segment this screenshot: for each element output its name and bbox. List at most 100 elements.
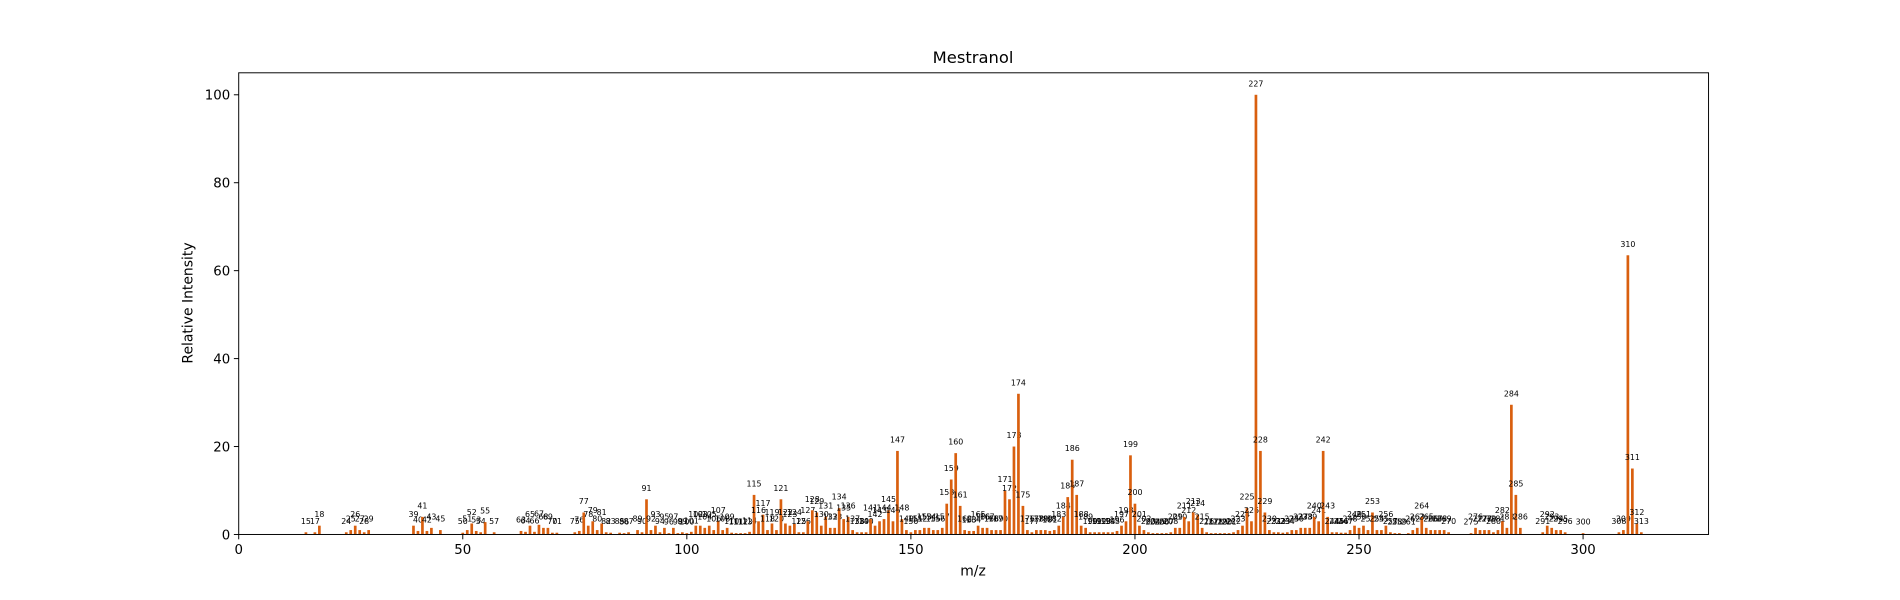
peak-bar bbox=[940, 527, 944, 535]
peak-label: 86 bbox=[619, 518, 629, 527]
peak-bar bbox=[492, 532, 496, 535]
peak-label: 210 bbox=[1172, 512, 1187, 521]
peak-label: 168 bbox=[984, 515, 999, 524]
peak-bar bbox=[1281, 532, 1285, 535]
peak-bar bbox=[1214, 533, 1217, 535]
peak-bar bbox=[1375, 530, 1379, 535]
peak-bar bbox=[1411, 530, 1415, 535]
peak-bar bbox=[1115, 530, 1119, 535]
peak-label: 252 bbox=[1360, 515, 1375, 524]
peak-label: 204 bbox=[1145, 518, 1160, 527]
peak-bar bbox=[905, 530, 908, 535]
peak-bar bbox=[775, 530, 778, 535]
peak-bar bbox=[465, 530, 469, 535]
peak-bar bbox=[1563, 532, 1567, 535]
peak-bar bbox=[1268, 530, 1271, 535]
peak-label: 223 bbox=[1231, 515, 1246, 524]
peak-label: 93 bbox=[650, 510, 660, 519]
peak-bar bbox=[842, 519, 846, 535]
peak-label: 266 bbox=[1423, 515, 1438, 524]
peak-label: 280 bbox=[1486, 517, 1501, 526]
peak-label: 151 bbox=[908, 515, 923, 524]
peak-label: 117 bbox=[756, 499, 771, 508]
peak-bar bbox=[1326, 516, 1329, 535]
peak-bar bbox=[1635, 523, 1639, 535]
peak-bar bbox=[1505, 527, 1509, 535]
peak-label: 235 bbox=[1284, 515, 1299, 524]
peak-label: 245 bbox=[1329, 517, 1344, 526]
peak-bar bbox=[1245, 508, 1249, 535]
peak-bar bbox=[640, 532, 644, 535]
peak-label: 231 bbox=[1266, 517, 1281, 526]
peak-label: 139 bbox=[854, 517, 869, 526]
peak-bar bbox=[313, 532, 317, 535]
peak-bar bbox=[954, 453, 958, 535]
peak-label: 156 bbox=[930, 515, 945, 524]
peak-label: 238 bbox=[1298, 512, 1313, 521]
peak-label: 141 bbox=[863, 504, 878, 513]
peak-label: 179 bbox=[1033, 515, 1048, 524]
peak-label: 269 bbox=[1437, 515, 1452, 524]
peak-label: 133 bbox=[827, 512, 842, 521]
peak-bar bbox=[1277, 532, 1280, 535]
peak-bar bbox=[1312, 516, 1316, 535]
peak-bar bbox=[864, 532, 868, 535]
peak-bar bbox=[976, 525, 980, 535]
peak-label: 187 bbox=[1069, 479, 1084, 488]
peak-label: 70 bbox=[547, 517, 557, 526]
peak-label: 18 bbox=[314, 510, 324, 519]
peak-label: 137 bbox=[845, 515, 860, 524]
peak-label: 295 bbox=[1553, 515, 1568, 524]
peak-label: 80 bbox=[592, 515, 602, 524]
peak-bar bbox=[1541, 532, 1545, 535]
peak-label: 170 bbox=[993, 515, 1008, 524]
peak-label: 68 bbox=[538, 512, 548, 521]
peak-bar bbox=[483, 522, 487, 535]
peak-label: 82 bbox=[601, 517, 611, 526]
peak-bar bbox=[896, 450, 899, 535]
peak-label: 209 bbox=[1168, 512, 1183, 521]
peak-label: 101 bbox=[684, 516, 699, 525]
peak-bar bbox=[873, 525, 877, 535]
peak-label: 282 bbox=[1495, 506, 1510, 515]
peak-label: 138 bbox=[850, 517, 865, 526]
peak-bar bbox=[681, 532, 684, 535]
peak-bar bbox=[1317, 521, 1321, 535]
peak-label: 43 bbox=[426, 512, 436, 521]
peak-bar bbox=[358, 530, 362, 535]
peak-label: 265 bbox=[1419, 512, 1434, 521]
peak-bar bbox=[887, 510, 890, 535]
peak-label: 300 bbox=[1576, 518, 1591, 527]
peak-bar bbox=[1241, 525, 1244, 535]
peak-bar bbox=[658, 532, 662, 535]
peak-label: 167 bbox=[980, 512, 995, 521]
peak-bar bbox=[1084, 527, 1088, 535]
peak-label: 200 bbox=[1127, 488, 1142, 497]
peak-label: 257 bbox=[1383, 517, 1398, 526]
peak-label: 147 bbox=[890, 435, 905, 444]
peak-bar bbox=[1178, 527, 1182, 535]
peak-bar bbox=[810, 510, 814, 535]
peak-bar bbox=[963, 530, 967, 535]
y-tick-label: 80 bbox=[213, 177, 230, 192]
peak-label: 234 bbox=[1280, 517, 1295, 526]
peak-bar bbox=[770, 523, 774, 535]
peak-label: 232 bbox=[1271, 517, 1286, 526]
peak-bar bbox=[537, 524, 541, 535]
y-tick-label: 100 bbox=[205, 89, 230, 104]
peak-label: 146 bbox=[885, 506, 900, 515]
peak-bar bbox=[931, 530, 935, 535]
peak-bar bbox=[958, 505, 962, 535]
peak-bar bbox=[1160, 533, 1164, 535]
peak-bar bbox=[1303, 527, 1307, 535]
peak-bar bbox=[801, 532, 805, 535]
peak-label: 279 bbox=[1481, 515, 1496, 524]
peak-bar bbox=[1120, 525, 1123, 535]
peak-bar bbox=[694, 525, 698, 535]
peak-label: 212 bbox=[1181, 506, 1196, 515]
peak-label: 29 bbox=[364, 515, 374, 524]
peak-bar bbox=[1061, 516, 1065, 535]
peak-bar bbox=[318, 525, 321, 535]
peak-label: 268 bbox=[1432, 515, 1447, 524]
peak-label: 127 bbox=[800, 506, 815, 515]
